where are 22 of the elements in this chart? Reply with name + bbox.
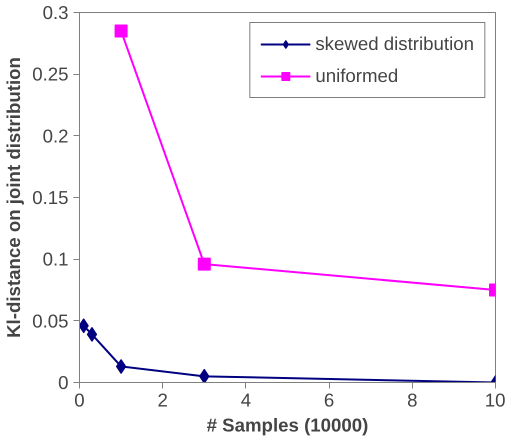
y-tick-label: 0.15 — [32, 187, 68, 208]
y-tick-label: 0.1 — [42, 248, 69, 270]
point — [198, 258, 211, 271]
point — [116, 358, 126, 374]
x-tick-label: 4 — [240, 390, 252, 410]
y-axis-title: Kl-distance on joint distribution — [3, 57, 24, 338]
y-tick-label: 0.3 — [42, 2, 69, 23]
x-tick-label: 2 — [158, 390, 168, 410]
point — [199, 368, 210, 382]
y-tick-label: 0.25 — [32, 64, 68, 85]
legend-label: uniformed — [315, 65, 398, 87]
point — [86, 326, 98, 342]
x-axis-title: # Samples (10000) — [206, 414, 368, 436]
x-tick-label: 8 — [407, 390, 418, 410]
x-tick-label: 6 — [324, 390, 334, 410]
x-tick-label: 10 — [484, 390, 506, 410]
point — [114, 24, 128, 38]
y-tick-label: 0.2 — [42, 125, 69, 146]
y-tick-label: 0.05 — [32, 310, 68, 332]
y-tick-label: 0 — [58, 372, 69, 393]
legend-label: skewed distribution — [315, 33, 474, 55]
x-tick-label: 0 — [74, 390, 85, 410]
